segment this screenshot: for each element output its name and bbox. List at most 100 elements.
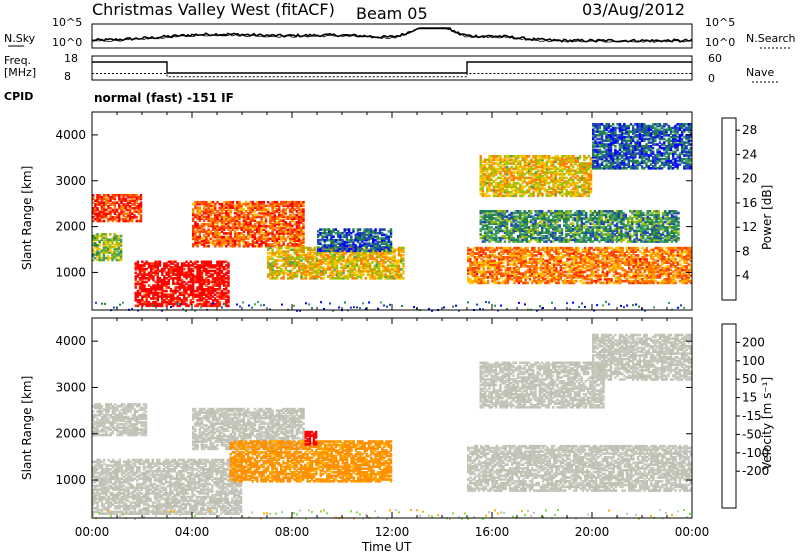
echo-cell xyxy=(158,280,162,284)
echo-cell xyxy=(209,269,212,273)
freq-panel-frame xyxy=(91,55,693,81)
echo-cell xyxy=(349,259,352,262)
echo-cell xyxy=(278,213,281,217)
echo-cell xyxy=(269,232,272,235)
echo-cell xyxy=(606,270,609,274)
echo-cell xyxy=(586,248,589,252)
echo-cell xyxy=(346,273,350,276)
echo-cell xyxy=(278,248,281,252)
echo-cell xyxy=(203,291,206,295)
echo-cell xyxy=(353,273,356,276)
echo-cell xyxy=(570,246,574,250)
echo-cell xyxy=(481,240,485,243)
freq-tick-bottom: 8 xyxy=(64,70,71,83)
echo-cell xyxy=(289,237,292,241)
echo-cell xyxy=(486,276,490,279)
echo-cell xyxy=(306,252,310,255)
echo-cell xyxy=(251,200,254,204)
echo-cell xyxy=(282,277,285,280)
echo-cell xyxy=(225,213,228,217)
echo-cell xyxy=(592,248,596,252)
echo-cell xyxy=(273,277,277,280)
echo-cell xyxy=(102,203,106,206)
echo-cell xyxy=(286,222,290,226)
echo-cell xyxy=(222,237,226,241)
echo-cell xyxy=(174,302,177,306)
echo-cell xyxy=(176,300,179,304)
echo-cell xyxy=(264,208,268,211)
echo-cell xyxy=(165,295,168,298)
echo-cell xyxy=(302,230,305,233)
echo-cell xyxy=(278,224,281,228)
echo-cell xyxy=(191,277,195,280)
echo-cell xyxy=(377,277,381,280)
echo-cell xyxy=(275,246,279,250)
echo-cell xyxy=(124,203,127,206)
echo-cell xyxy=(207,275,210,278)
echo-cell xyxy=(203,219,206,222)
echo-cell xyxy=(321,244,324,247)
echo-cell xyxy=(331,264,334,268)
echo-cell xyxy=(169,269,173,273)
echo-cell xyxy=(200,289,204,293)
echo-cell xyxy=(522,248,525,252)
echo-cell xyxy=(492,213,496,217)
echo-cell xyxy=(293,266,296,269)
echo-cell xyxy=(141,289,144,293)
echo-cell xyxy=(233,233,237,237)
echo-cell xyxy=(141,297,144,300)
echo-cell xyxy=(325,249,329,253)
echo-cell xyxy=(278,255,281,259)
echo-cell xyxy=(100,212,104,215)
echo-cell xyxy=(220,241,224,244)
echo-cell xyxy=(269,219,272,222)
echo-cell xyxy=(126,219,130,223)
echo-cell xyxy=(227,228,230,231)
echo-cell xyxy=(216,232,219,235)
echo-cell xyxy=(113,255,116,258)
echo-cell xyxy=(236,219,239,222)
echo-cell xyxy=(304,277,308,280)
echo-cell xyxy=(158,291,162,295)
echo-cell xyxy=(309,257,312,260)
echo-cell xyxy=(192,244,195,248)
echo-cell xyxy=(287,264,290,268)
echo-cell xyxy=(109,212,112,215)
echo-cell xyxy=(267,200,270,204)
echo-cell xyxy=(293,264,296,268)
echo-cell xyxy=(533,265,536,268)
echo-cell xyxy=(295,210,299,213)
echo-cell xyxy=(209,211,212,215)
echo-cell xyxy=(286,215,290,219)
echo-cell xyxy=(271,217,274,220)
echo-cell xyxy=(196,210,199,213)
echo-cell xyxy=(647,250,651,253)
echo-cell xyxy=(326,264,330,268)
echo-cell xyxy=(353,259,356,262)
echo-cell xyxy=(198,226,201,230)
echo-cell xyxy=(514,222,518,226)
echo-cell xyxy=(278,241,281,244)
echo-cell xyxy=(185,299,188,302)
echo-cell xyxy=(674,272,677,275)
echo-cell xyxy=(143,295,146,298)
echo-cell xyxy=(517,246,521,250)
echo-cell xyxy=(194,277,197,280)
echo-cell xyxy=(271,257,274,260)
echo-cell xyxy=(111,201,114,204)
echo-cell xyxy=(375,253,379,257)
echo-cell xyxy=(207,213,210,217)
echo-cell xyxy=(302,262,305,266)
echo-cell xyxy=(247,228,250,231)
echo-cell xyxy=(137,210,141,214)
echo-cell xyxy=(247,226,250,230)
echo-cell xyxy=(332,235,335,238)
echo-cell xyxy=(320,253,323,257)
echo-cell xyxy=(180,271,184,275)
echo-cell xyxy=(178,282,182,286)
echo-cell xyxy=(158,295,162,298)
echo-cell xyxy=(194,289,197,293)
echo-cell xyxy=(138,286,142,289)
echo-cell xyxy=(515,252,518,255)
echo-cell xyxy=(129,210,132,214)
